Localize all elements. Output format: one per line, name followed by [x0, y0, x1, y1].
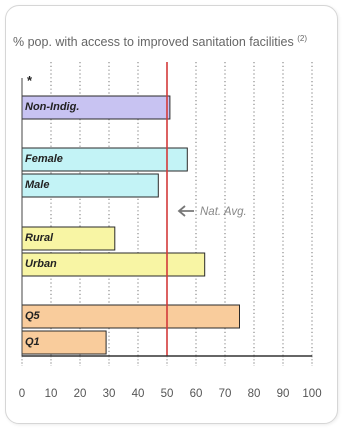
x-tick-label-100: 100 [302, 388, 321, 400]
x-tick-label-20: 20 [74, 388, 87, 400]
x-tick-label-0: 0 [19, 388, 25, 400]
x-tick-label-60: 60 [190, 388, 203, 400]
x-axis: 0 10 20 30 40 50 60 70 80 90 100 [19, 78, 322, 400]
x-tick-label-30: 30 [103, 388, 116, 400]
x-tick-label-50: 50 [161, 388, 174, 400]
x-tick-label-10: 10 [45, 388, 58, 400]
chart-title-superscript: (2) [297, 34, 307, 43]
star-label: * [27, 73, 33, 88]
annotation-group: Nat. Avg. [177, 205, 247, 218]
bar-label-female: Female [25, 153, 63, 165]
bar-label-non-indig: Non-Indig. [25, 101, 79, 113]
bar-label-male: Male [25, 179, 49, 191]
x-tick-label-70: 70 [219, 388, 232, 400]
national-average-label: Nat. Avg. [200, 206, 247, 218]
chart-title-main: % pop. with access to improved sanitatio… [13, 35, 294, 49]
x-tick-label-90: 90 [277, 388, 290, 400]
bar-label-urban: Urban [25, 258, 57, 270]
chart-title: % pop. with access to improved sanitatio… [13, 34, 307, 49]
bar-label-q5: Q5 [25, 310, 41, 322]
x-tick-label-80: 80 [248, 388, 261, 400]
left-arrow-icon [177, 205, 194, 217]
bars: Non-Indig. Female Male Rural Urban Q5 Q1 [21, 95, 240, 355]
bar-q5 [21, 304, 240, 329]
bar-label-rural: Rural [25, 232, 54, 244]
x-tick-label-40: 40 [132, 388, 145, 400]
bar-label-q1: Q1 [25, 336, 40, 348]
